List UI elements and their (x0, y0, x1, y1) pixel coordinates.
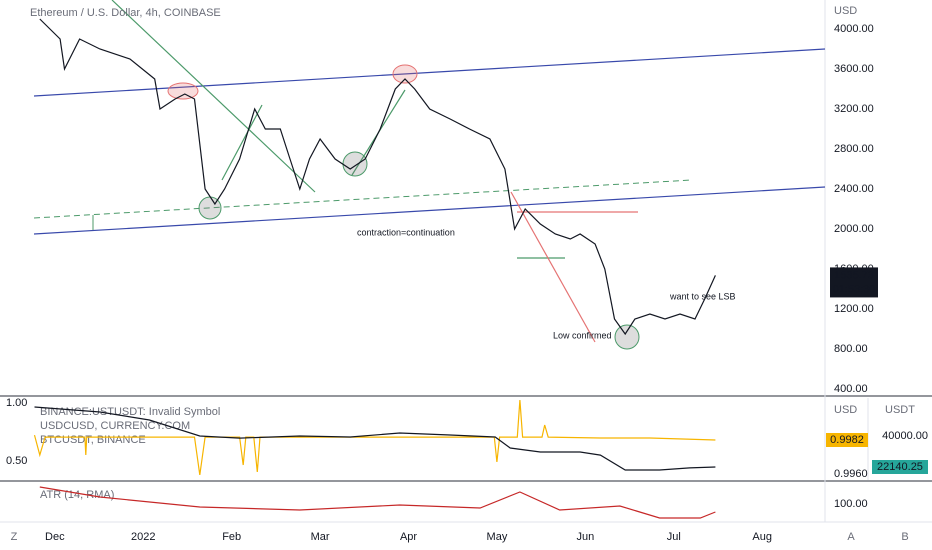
x-tick-label: 2022 (131, 531, 155, 543)
drawings (33, 0, 826, 350)
trend-line (510, 191, 596, 343)
y-tick-label: 3600.00 (834, 63, 874, 75)
toolbar-button[interactable]: B (901, 531, 908, 543)
y-tick-label: 400.00 (834, 383, 868, 395)
x-tick-label: Dec (45, 531, 65, 543)
legend-item: BINANCE:USTUSDT: Invalid Symbol (40, 406, 220, 418)
countdown-label: 01:53:30 (833, 283, 876, 295)
annotation: want to see LSB (669, 291, 736, 301)
channel-line (33, 48, 826, 97)
toolbar-button[interactable]: Z (11, 531, 18, 543)
last-value-box (826, 433, 868, 448)
series-line (34, 406, 716, 471)
y-tick-label: 0.9960 (834, 468, 868, 480)
y-tick-label: 3200.00 (834, 103, 874, 115)
axis-unit: USDT (885, 404, 915, 416)
highlight-ellipse (392, 64, 418, 84)
x-tick-label: Mar (311, 531, 330, 543)
last-value-label: 1535.73 (834, 269, 874, 281)
x-tick-label: Aug (752, 531, 772, 543)
channel-line (33, 186, 826, 235)
toolbar-button[interactable]: A (847, 531, 855, 543)
x-tick-label: May (487, 531, 508, 543)
highlight-circle (342, 151, 368, 177)
y2-tick-label: 40000.00 (882, 430, 928, 442)
highlight-circle (614, 324, 640, 350)
axis-unit: USD (834, 5, 857, 17)
y-tick-label: 800.00 (834, 343, 868, 355)
legend-item: ATR (14, RMA) (40, 489, 114, 501)
x-tick-label: Feb (222, 531, 241, 543)
x-tick-label: Jul (667, 531, 681, 543)
y-tick-label: 2400.00 (834, 183, 874, 195)
last-value-label: 0.9982 (830, 434, 864, 446)
x-tick-label: Apr (400, 531, 417, 543)
last-value-label: 22140.25 (877, 461, 923, 473)
trend-line (111, 0, 316, 193)
y-tick-label: 4000.00 (834, 23, 874, 35)
y3-tick-label: 0.50 (6, 455, 27, 467)
last-value-box (830, 267, 878, 298)
chart-title: Ethereum / U.S. Dollar, 4h, COINBASE (30, 7, 221, 19)
annotation: Low confirmed (553, 330, 612, 340)
series-line (39, 18, 716, 336)
y-tick-label: 100.00 (834, 498, 868, 510)
annotation: contraction=continuation (357, 227, 455, 237)
highlight-ellipse (167, 82, 199, 100)
y-tick-label: 2000.00 (834, 223, 874, 235)
axis-unit: USD (834, 404, 857, 416)
y3-tick-label: 1.00 (6, 397, 27, 409)
y-tick-label: 1200.00 (834, 303, 874, 315)
legend-item: USDCUSD, CURRENCY.COM (40, 420, 190, 432)
last-value-box (872, 459, 928, 474)
x-tick-label: Jun (576, 531, 594, 543)
legend-item: BTCUSDT, BINANCE (40, 434, 146, 446)
series-line (39, 486, 716, 519)
trend-line (221, 104, 263, 181)
y-tick-label: 2800.00 (834, 143, 874, 155)
